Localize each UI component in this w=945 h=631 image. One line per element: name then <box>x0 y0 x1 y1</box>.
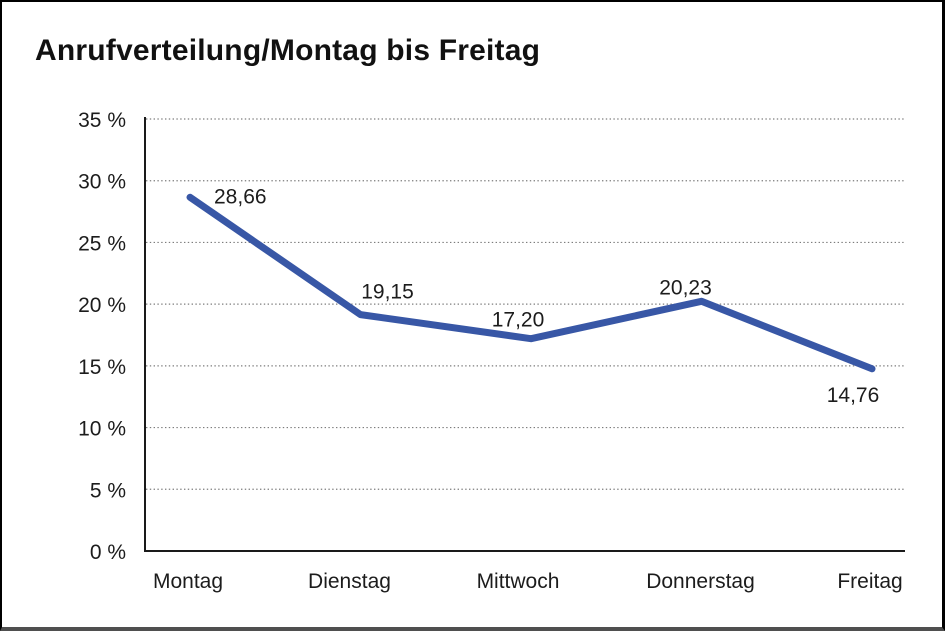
data-line-series <box>186 193 876 373</box>
x-axis-category-label: Dienstag <box>308 570 391 593</box>
x-axis-category-label: Montag <box>153 570 223 593</box>
x-axis-category-label: Mittwoch <box>477 570 560 593</box>
data-point-label: 14,76 <box>827 384 880 407</box>
y-axis-tick-label: 5 % <box>90 479 126 502</box>
y-axis-tick-label: 10 % <box>78 418 126 441</box>
data-point-label: 20,23 <box>659 276 712 299</box>
y-axis-tick-label: 15 % <box>78 356 126 379</box>
y-axis-tick-label: 0 % <box>90 541 126 564</box>
chart-title: Anrufverteilung/Montag bis Freitag <box>35 34 541 67</box>
data-point-label: 19,15 <box>361 281 414 304</box>
x-axis-category-label: Freitag <box>837 570 902 593</box>
y-axis-tick-label: 20 % <box>78 294 126 317</box>
x-axis-category-label: Donnerstag <box>646 570 755 593</box>
y-axis-tick-label: 35 % <box>78 109 126 132</box>
y-axis-tick-label: 30 % <box>78 171 126 194</box>
axis-lines <box>144 117 905 552</box>
y-axis-tick-label: 25 % <box>78 232 126 255</box>
data-point-label: 17,20 <box>492 309 545 332</box>
data-point-label: 28,66 <box>214 185 267 208</box>
